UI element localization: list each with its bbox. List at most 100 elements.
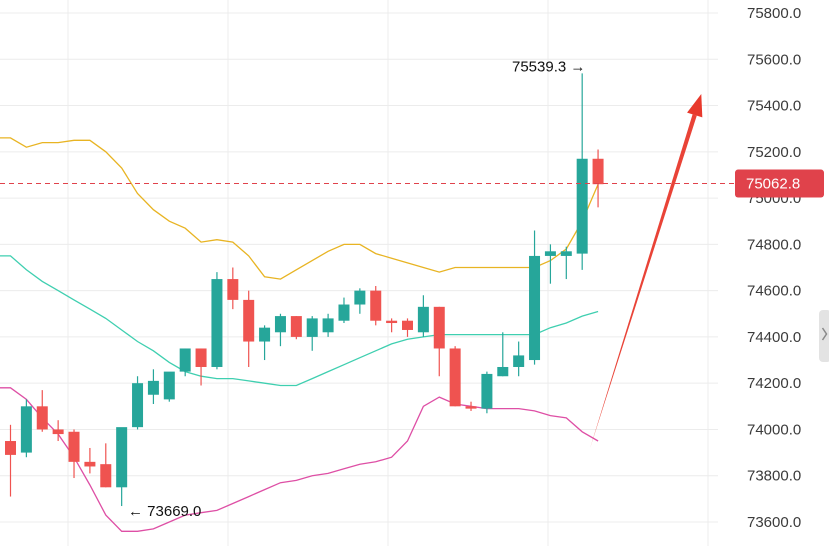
candle-down	[52, 420, 64, 442]
price-axis: 75800.075600.075400.075200.075000.074800…	[735, 5, 824, 531]
y-tick-label: 74600.0	[747, 283, 801, 300]
candle-body	[20, 406, 32, 453]
candle-up	[259, 325, 271, 361]
candle-up	[338, 297, 350, 324]
candle-up	[322, 313, 334, 337]
y-tick-label: 75400.0	[747, 98, 801, 115]
candle-body	[402, 320, 413, 330]
chevron-right-icon[interactable]	[821, 327, 828, 341]
candle-body	[576, 158, 588, 254]
candle-body	[195, 348, 207, 367]
candle-body	[497, 366, 509, 377]
band-lower-line	[0, 387, 599, 532]
y-tick-label: 75800.0	[747, 5, 801, 22]
candle-down	[195, 348, 207, 386]
candle-body	[370, 290, 382, 321]
y-tick-label: 74800.0	[747, 236, 801, 253]
candle-down	[402, 318, 413, 337]
candle-body	[163, 371, 175, 400]
candle-down	[386, 318, 398, 333]
candle-body	[68, 431, 80, 462]
candle-up	[211, 272, 223, 370]
candle-body	[227, 279, 239, 300]
candle-up	[274, 313, 286, 347]
candle-body	[84, 461, 96, 467]
candle-body	[116, 427, 128, 488]
candle-body	[544, 251, 556, 256]
band-upper-line	[0, 137, 599, 280]
candle-up	[20, 399, 32, 458]
candle-body	[259, 327, 271, 342]
candle-up	[560, 246, 572, 280]
candle-body	[529, 255, 541, 361]
band-middle-line	[0, 255, 599, 387]
candle-down	[243, 290, 255, 367]
candle-body	[274, 316, 286, 333]
candle-up	[417, 295, 429, 337]
candle-down	[370, 286, 382, 326]
candle-body	[354, 290, 366, 305]
high-annotation: 75539.3 →	[512, 58, 585, 75]
current-price-label: 75062.8	[746, 176, 800, 193]
annotations: 75539.3 → ← 73669.0	[0, 58, 735, 520]
y-tick-label: 74000.0	[747, 421, 801, 438]
candle-body	[449, 348, 461, 407]
candle-body	[433, 306, 445, 349]
candle-body	[465, 406, 477, 409]
candle-down	[290, 316, 302, 340]
candle-body	[322, 318, 334, 333]
candle-body	[338, 304, 350, 321]
candle-body	[417, 306, 429, 333]
candle-body	[243, 299, 255, 342]
low-annotation: ← 73669.0	[128, 503, 201, 520]
candle-up	[481, 371, 493, 414]
y-tick-label: 75200.0	[747, 144, 801, 161]
candle-body	[52, 429, 64, 435]
y-tick-label: 74400.0	[747, 329, 801, 346]
candle-down	[100, 443, 112, 488]
candle-down	[68, 429, 80, 479]
candle-up	[513, 341, 525, 377]
candle-down	[84, 447, 96, 474]
candle-body	[132, 383, 144, 428]
candle-body	[386, 320, 398, 324]
candle-body	[592, 158, 604, 185]
candle-up	[132, 376, 144, 430]
bollinger-bands	[0, 137, 599, 532]
candle-up	[529, 230, 541, 365]
candle-up	[147, 369, 159, 405]
y-tick-label: 74200.0	[747, 375, 801, 392]
candle-up	[497, 332, 509, 377]
candle-down	[5, 424, 16, 497]
candle-up	[354, 288, 366, 314]
candle-body	[100, 464, 112, 488]
candle-body	[306, 318, 318, 337]
candles	[5, 73, 604, 507]
candle-body	[513, 355, 525, 367]
candle-up	[576, 73, 588, 270]
candle-body	[36, 406, 48, 430]
current-price-badge	[735, 169, 824, 198]
y-tick-label: 73600.0	[747, 514, 801, 531]
candle-body	[179, 348, 191, 372]
candle-down	[592, 149, 604, 208]
candle-down	[227, 267, 239, 310]
candle-body	[147, 380, 159, 395]
candle-down	[36, 390, 48, 432]
candle-up	[306, 316, 318, 351]
trend-arrow-head	[687, 93, 703, 118]
candle-up	[544, 244, 556, 284]
candle-body	[560, 251, 572, 256]
candle-body	[290, 316, 302, 337]
candle-up	[116, 427, 128, 507]
candle-down	[433, 306, 445, 377]
candle-body	[211, 279, 223, 367]
candle-up	[179, 348, 191, 377]
y-tick-label: 73800.0	[747, 468, 801, 485]
axis-scroll-handle[interactable]	[819, 310, 829, 362]
y-tick-label: 75600.0	[747, 51, 801, 68]
candle-body	[5, 441, 16, 455]
candle-up	[163, 371, 175, 402]
trend-arrow-shaft	[590, 114, 697, 448]
